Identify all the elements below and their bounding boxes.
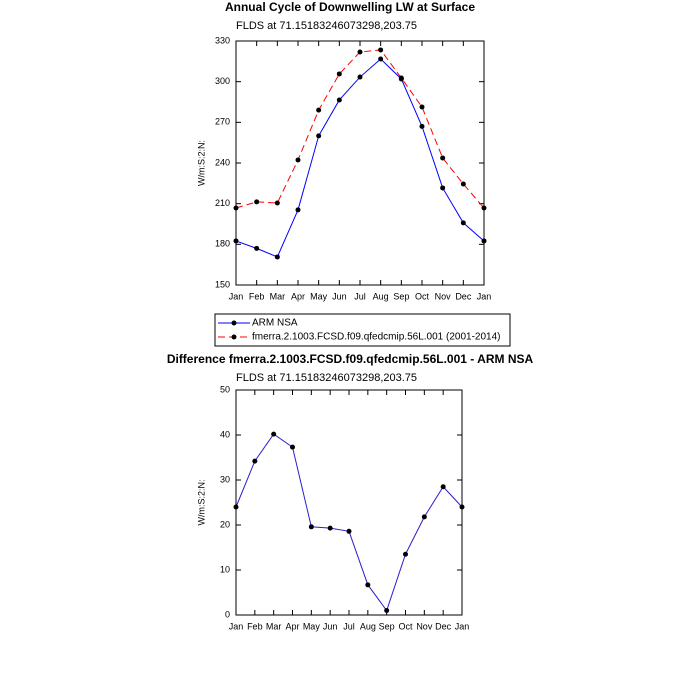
x-tick-label: Apr	[291, 291, 305, 301]
data-point	[419, 104, 425, 110]
data-point	[346, 528, 352, 534]
data-point	[357, 74, 363, 80]
data-point	[440, 155, 446, 161]
y-tick-label: 330	[215, 35, 230, 45]
y-tick-label: 270	[215, 117, 230, 127]
data-point	[481, 238, 487, 244]
y-tick-label: 300	[215, 76, 230, 86]
y-tick-label: 10	[220, 564, 230, 574]
x-tick-label: Jan	[477, 291, 492, 301]
x-tick-label: Feb	[247, 621, 263, 631]
y-tick-label: 20	[220, 519, 230, 529]
y-tick-label: 180	[215, 239, 230, 249]
x-tick-label: May	[310, 291, 328, 301]
x-tick-label: Dec	[435, 621, 452, 631]
data-point	[254, 245, 260, 251]
y-tick-label: 150	[215, 279, 230, 289]
chart-subtitle: FLDS at 71.15183246073298,203.75	[236, 20, 417, 32]
x-tick-label: Aug	[373, 291, 389, 301]
legend-box	[214, 313, 511, 347]
data-point	[252, 458, 258, 464]
x-tick-label: Nov	[435, 291, 452, 301]
data-point	[440, 484, 446, 490]
plot-frame	[235, 389, 463, 616]
chart-subtitle: FLDS at 71.15183246073298,203.75	[236, 372, 417, 384]
legend-label: fmerra.2.1003.FCSD.f09.qfedcmip.56L.001 …	[252, 332, 500, 343]
x-tick-label: Oct	[398, 621, 413, 631]
x-tick-label: Mar	[266, 621, 282, 631]
data-point	[357, 49, 363, 55]
data-point	[274, 254, 280, 260]
data-point	[271, 431, 277, 437]
y-axis-label: W/m:S:2:N:	[196, 479, 206, 525]
data-point	[233, 504, 239, 510]
x-tick-label: Jun	[332, 291, 347, 301]
y-tick-label: 40	[220, 429, 230, 439]
data-point	[233, 238, 239, 244]
x-tick-label: Jul	[354, 291, 366, 301]
series-line	[235, 49, 485, 209]
data-point	[336, 71, 342, 77]
data-point	[421, 514, 427, 520]
x-tick-label: Jan	[229, 621, 244, 631]
legend-marker	[231, 334, 237, 340]
x-tick-label: Jan	[455, 621, 470, 631]
data-point	[327, 525, 333, 531]
data-point	[440, 185, 446, 191]
data-point	[378, 47, 384, 53]
x-tick-label: Jan	[229, 291, 244, 301]
x-tick-label: May	[303, 621, 321, 631]
data-point	[233, 205, 239, 211]
series-line	[235, 433, 463, 612]
data-point	[254, 199, 260, 205]
data-point	[459, 504, 465, 510]
y-tick-label: 240	[215, 157, 230, 167]
x-tick-label: Jun	[323, 621, 338, 631]
y-axis-label: W/m:S:2:N:	[196, 140, 206, 186]
y-tick-label: 50	[220, 384, 230, 394]
x-tick-label: Apr	[285, 621, 299, 631]
data-point	[403, 551, 408, 557]
chart-title: Annual Cycle of Downwelling LW at Surfac…	[225, 0, 475, 14]
data-point	[316, 107, 322, 113]
y-tick-label: 210	[215, 198, 230, 208]
x-tick-label: Sep	[379, 621, 395, 631]
data-point	[460, 181, 466, 187]
x-tick-label: Jul	[343, 621, 355, 631]
data-point	[316, 133, 322, 139]
x-tick-label: Oct	[415, 291, 430, 301]
data-point	[378, 56, 384, 62]
x-tick-label: Feb	[249, 291, 265, 301]
series-line	[235, 58, 485, 258]
legend-marker	[231, 320, 237, 326]
x-tick-label: Aug	[360, 621, 376, 631]
data-point	[295, 157, 301, 163]
legend-label: ARM NSA	[252, 318, 298, 329]
data-point	[365, 582, 371, 588]
x-tick-label: Mar	[270, 291, 286, 301]
data-point	[308, 524, 314, 530]
x-tick-label: Nov	[416, 621, 433, 631]
data-point	[336, 97, 342, 103]
x-tick-label: Dec	[455, 291, 472, 301]
data-point	[384, 608, 390, 613]
y-tick-label: 30	[220, 474, 230, 484]
data-point	[460, 220, 466, 226]
data-point	[274, 200, 280, 206]
data-point	[481, 205, 487, 211]
data-point	[295, 207, 301, 213]
data-point	[419, 123, 425, 129]
x-tick-label: Sep	[393, 291, 409, 301]
data-point	[290, 444, 295, 450]
chart-title: Difference fmerra.2.1003.FCSD.f09.qfedcm…	[167, 352, 534, 366]
y-tick-label: 0	[225, 609, 230, 619]
data-point	[398, 75, 404, 81]
